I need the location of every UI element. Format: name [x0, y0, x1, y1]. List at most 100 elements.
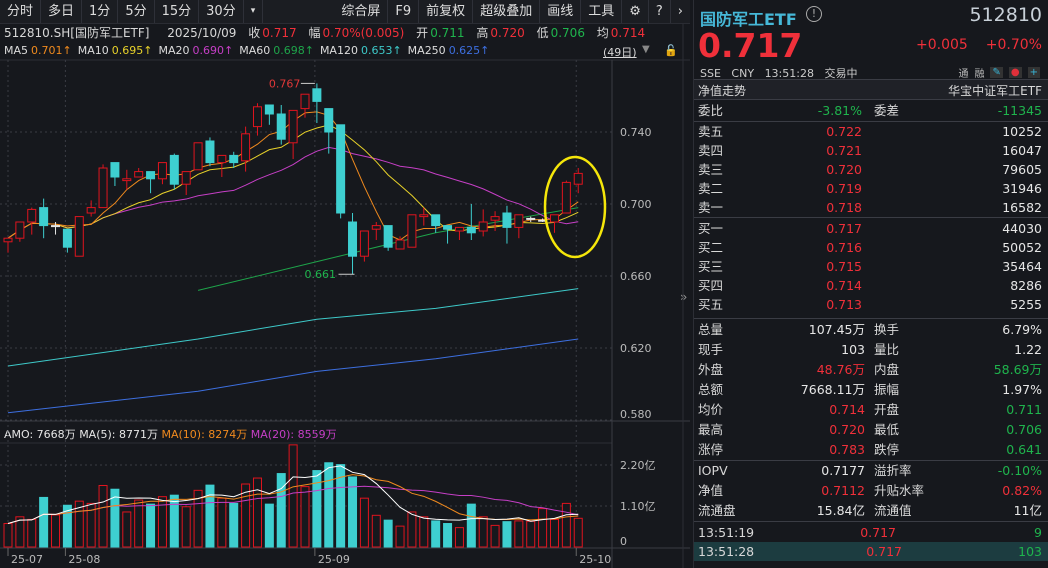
candle-body	[407, 214, 417, 248]
price-change-pct: +0.70%	[985, 37, 1042, 53]
stat-label: 均价	[698, 402, 724, 417]
tab-5min[interactable]: 5分	[118, 0, 155, 23]
ask-level[interactable]: 卖二 0.719 31946	[698, 179, 1042, 198]
candle-body	[98, 167, 108, 209]
level-price: 0.722	[826, 124, 862, 139]
kline-chart[interactable]: 0.740 0.700 0.660 0.620 0.580 2.20亿 1.10亿 0 25-0…	[0, 0, 690, 568]
tab-30min[interactable]: 30分	[199, 0, 244, 23]
candle	[348, 213, 358, 275]
candle-body	[288, 109, 298, 144]
stat-value: 7668.11万	[800, 382, 865, 397]
order-ratio-row: 委比 -3.81% 委差 -11345	[698, 101, 1042, 120]
candle-body	[3, 237, 13, 243]
nav-trend-row[interactable]: 净值走势 华宝中证军工ETF	[694, 79, 1048, 99]
stat-value: 0.783	[829, 442, 865, 457]
info-icon[interactable]: !	[806, 6, 822, 22]
ma-legend-value: 0.690↑	[192, 44, 234, 57]
candle-body	[573, 172, 583, 185]
volume-bar	[478, 516, 488, 548]
bid-level[interactable]: 买一 0.717 44030	[698, 219, 1042, 238]
tab-1min[interactable]: 1分	[82, 0, 119, 23]
period-label[interactable]: (49日)	[603, 46, 637, 59]
stat-row: 净值 0.7112 升贴水率 0.82%	[698, 481, 1042, 500]
lock-icon[interactable]: 🔓	[664, 44, 678, 57]
volume-bar	[538, 508, 548, 548]
bid-level[interactable]: 买三 0.715 35464	[698, 257, 1042, 276]
collapse-triangle-icon[interactable]: ▼	[642, 44, 650, 55]
tab-15min[interactable]: 15分	[155, 0, 200, 23]
stat-value: 0.711	[1006, 402, 1042, 417]
candle	[324, 108, 334, 154]
tab-multiday[interactable]: 多日	[41, 0, 83, 23]
candle	[443, 225, 453, 244]
stat-row: 均价 0.714 开盘 0.711	[698, 400, 1042, 419]
badge-group: 通 融 ✎ ● +	[958, 65, 1040, 80]
adjust-button[interactable]: 前复权	[419, 0, 474, 23]
volume-ma10-line	[7, 474, 579, 524]
volume-bar	[241, 483, 251, 548]
ask-level[interactable]: 卖四 0.721 16047	[698, 141, 1042, 160]
change-label: 幅	[308, 26, 321, 40]
candle-body	[324, 108, 334, 133]
date-tick-label: 25-10	[579, 553, 611, 566]
candle-body	[466, 226, 476, 234]
bid-level[interactable]: 买四 0.714 8286	[698, 276, 1042, 295]
candle-body	[86, 207, 96, 214]
ma-legend: MA5 0.701↑ MA10 0.695↑ MA20 0.690↑ MA60 0.698↑ M…	[4, 43, 495, 59]
draw-button[interactable]: 画线	[540, 0, 582, 23]
quote-time: 13:51:28	[764, 67, 814, 80]
level-price: 0.721	[826, 143, 862, 158]
f9-button[interactable]: F9	[388, 0, 420, 23]
candle	[288, 109, 298, 159]
expand-panel-icon[interactable]: »	[680, 290, 688, 304]
candle	[3, 237, 13, 253]
bell-icon[interactable]: ●	[1008, 67, 1022, 78]
plus-icon[interactable]: +	[1027, 67, 1040, 78]
pencil-icon[interactable]: ✎	[990, 67, 1003, 78]
ask-level[interactable]: 卖三 0.720 79605	[698, 160, 1042, 179]
composite-screen-button[interactable]: 综合屏	[334, 0, 389, 23]
stat-label: 净值	[698, 483, 724, 498]
tick-row: 13:51:28 0.717 103	[694, 542, 1048, 561]
candle-body	[431, 214, 441, 227]
tools-button[interactable]: 工具	[581, 0, 623, 23]
candle-body	[74, 216, 84, 257]
chevron-right-icon[interactable]: ›	[677, 4, 683, 19]
ma10-line	[7, 124, 579, 239]
tab-intraday[interactable]: 分时	[0, 0, 42, 23]
candle-body	[478, 221, 488, 232]
level-volume: 16582	[1002, 200, 1042, 215]
candle	[74, 216, 84, 257]
date-tick-label: 25-08	[68, 553, 100, 566]
stat-label: 开盘	[874, 402, 900, 417]
volume-bar	[62, 504, 72, 548]
level-label: 买二	[698, 240, 724, 255]
ask-level[interactable]: 卖一 0.718 16582	[698, 198, 1042, 217]
level-label: 卖四	[698, 143, 724, 158]
candle	[561, 180, 571, 214]
bid-level[interactable]: 买二 0.716 50052	[698, 238, 1042, 257]
help-icon[interactable]: ?	[649, 0, 671, 23]
stat-value: 0.7112	[821, 483, 865, 498]
stat-value: -0.10%	[997, 463, 1042, 478]
volume-bar	[146, 503, 156, 548]
level-volume: 5255	[1010, 297, 1042, 312]
stat-label: 最低	[874, 422, 900, 437]
ask-level[interactable]: 卖五 0.722 10252	[698, 122, 1042, 141]
candle	[312, 83, 322, 123]
bid-level[interactable]: 买五 0.713 5255	[698, 295, 1042, 314]
candle	[86, 200, 96, 217]
candle	[490, 211, 500, 231]
ma-legend-label: MA20	[158, 44, 190, 57]
stat-value: 0.82%	[1002, 483, 1042, 498]
gear-icon[interactable]: ⚙	[622, 0, 649, 23]
volume-bar	[217, 497, 227, 548]
tick-volume: 9	[1034, 525, 1042, 540]
caret-down-icon[interactable]: ▾	[244, 0, 264, 23]
exchange: SSE	[700, 67, 721, 80]
volume-bar	[157, 496, 167, 548]
volume-bar	[193, 489, 203, 548]
stat-value: 15.84亿	[816, 503, 865, 518]
overlay-button[interactable]: 超级叠加	[473, 0, 541, 23]
stat-label: 最高	[698, 422, 724, 437]
